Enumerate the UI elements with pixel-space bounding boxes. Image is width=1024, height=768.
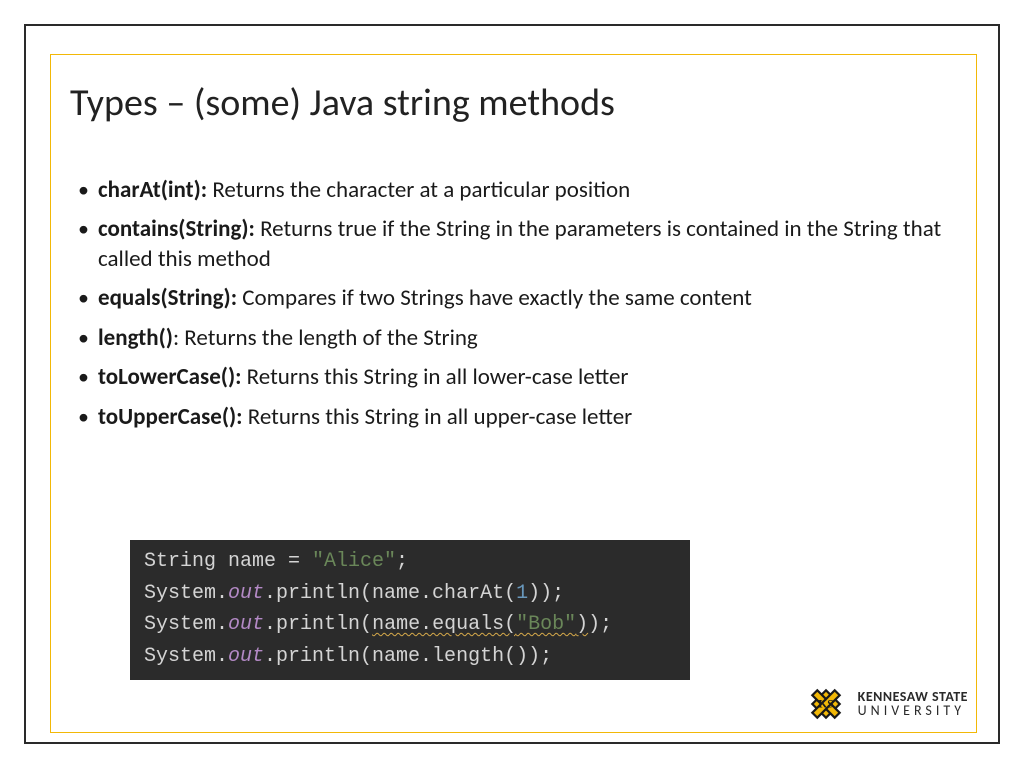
method-name: length() [98,324,173,352]
method-name: toLowerCase(): [98,363,241,391]
method-desc: Compares if two Strings have exactly the… [237,284,752,312]
method-desc: : Returns the length of the String [173,324,478,352]
method-desc: Returns this String in all upper-case le… [243,403,633,431]
slide-content: Types – (some) Java string methods charA… [70,80,954,442]
bullet-list: charAt(int): Returns the character at a … [70,176,954,432]
bullet-item: toLowerCase(): Returns this String in al… [76,363,954,392]
slide-title: Types – (some) Java string methods [70,80,954,126]
method-name: charAt(int): [98,176,207,204]
logo-line2: UNIVERSITY [858,704,968,718]
method-name: toUpperCase(): [98,403,243,431]
ks-mark-icon: KS [804,682,848,726]
bullet-item: contains(String): Returns true if the St… [76,215,954,274]
method-desc: Returns this String in all lower-case le… [241,363,628,391]
bullet-item: charAt(int): Returns the character at a … [76,176,954,205]
logo-text: KENNESAW STATE UNIVERSITY [858,690,968,718]
code-sample: String name = "Alice";System.out.println… [130,540,690,680]
svg-text:KS: KS [818,699,833,711]
method-desc: Returns the character at a particular po… [207,176,630,204]
university-logo: KS KENNESAW STATE UNIVERSITY [804,682,968,726]
bullet-item: length(): Returns the length of the Stri… [76,324,954,353]
bullet-item: toUpperCase(): Returns this String in al… [76,403,954,432]
method-name: equals(String): [98,284,237,312]
method-name: contains(String): [98,215,255,243]
bullet-item: equals(String): Compares if two Strings … [76,284,954,313]
